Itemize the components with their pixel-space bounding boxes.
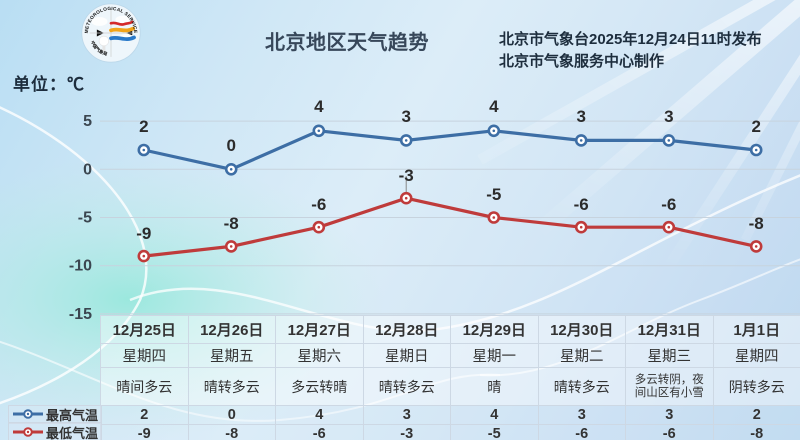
svg-text:4: 4	[314, 97, 324, 116]
svg-text:-3: -3	[399, 166, 414, 185]
svg-text:3: 3	[664, 107, 673, 126]
svg-text:-8: -8	[749, 214, 764, 233]
svg-text:-6: -6	[574, 195, 589, 214]
svg-text:0: 0	[226, 136, 235, 155]
svg-text:-6: -6	[311, 195, 326, 214]
svg-text:-9: -9	[136, 224, 151, 243]
svg-text:-5: -5	[486, 185, 501, 204]
svg-text:-8: -8	[224, 214, 239, 233]
svg-text:3: 3	[401, 107, 410, 126]
svg-text:2: 2	[751, 117, 760, 136]
svg-text:4: 4	[489, 97, 499, 116]
svg-text:3: 3	[576, 107, 585, 126]
svg-text:-6: -6	[661, 195, 676, 214]
svg-text:5: 5	[83, 113, 92, 130]
svg-text:-5: -5	[78, 210, 92, 227]
svg-text:2: 2	[139, 117, 148, 136]
svg-text:-10: -10	[69, 258, 92, 275]
svg-text:-15: -15	[69, 306, 92, 323]
svg-text:0: 0	[83, 161, 92, 178]
